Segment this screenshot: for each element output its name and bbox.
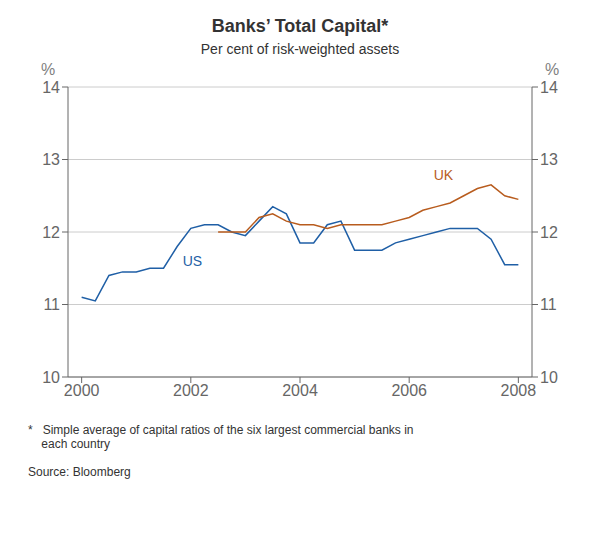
html-text:Source: Bloomberg: Source: Bloomberg: [28, 465, 131, 479]
svg-text:11: 11: [43, 296, 60, 313]
svg-text:10: 10: [42, 369, 60, 386]
svg-text:UK: UK: [434, 167, 454, 183]
html-text:Banks’ Total Capital*: Banks’ Total Capital*: [211, 16, 389, 36]
svg-text:11: 11: [540, 296, 557, 313]
svg-text:12: 12: [540, 224, 558, 241]
svg-text:%: %: [41, 61, 55, 78]
html-text:Per cent of risk-weighted asse: Per cent of risk-weighted assets: [200, 41, 400, 57]
svg-text:%: %: [545, 61, 559, 78]
svg-text:13: 13: [540, 151, 558, 168]
svg-text:2006: 2006: [391, 382, 427, 399]
svg-text:2000: 2000: [64, 382, 100, 399]
svg-text:2008: 2008: [501, 382, 537, 399]
svg-text:14: 14: [540, 79, 558, 96]
svg-text:2004: 2004: [282, 382, 318, 399]
svg-text:12: 12: [42, 224, 60, 241]
svg-text:10: 10: [540, 369, 558, 386]
html-text:* Simple average of capital ra: * Simple average of capital ratios of th…: [28, 423, 414, 451]
svg-text:14: 14: [42, 79, 60, 96]
svg-text:US: US: [183, 253, 202, 269]
svg-text:2002: 2002: [173, 382, 209, 399]
svg-text:13: 13: [42, 151, 60, 168]
